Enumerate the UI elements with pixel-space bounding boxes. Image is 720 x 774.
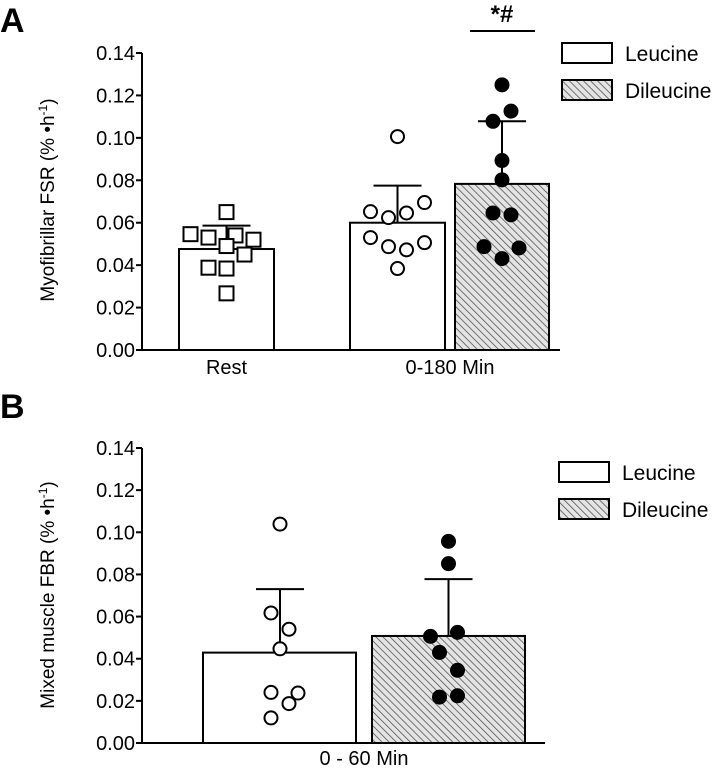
data-point	[263, 605, 279, 621]
data-point	[494, 251, 510, 267]
bar-dileucine	[454, 182, 550, 351]
data-point	[281, 696, 297, 712]
data-point	[485, 205, 501, 221]
y-tick-label: 0.06	[96, 213, 135, 235]
data-point	[182, 226, 199, 243]
y-axis-label-end: )	[38, 98, 59, 104]
data-point	[450, 688, 465, 704]
data-point	[263, 710, 279, 726]
bar-leucine	[202, 651, 357, 745]
data-point	[363, 230, 378, 246]
y-tick-label: 0.00	[96, 733, 135, 755]
data-point	[218, 260, 235, 277]
data-point	[494, 172, 510, 188]
data-point	[390, 261, 405, 277]
panel-a: A Myofibrillar FSR (% •h-1) 0.00 0.02 0.04 0.…	[0, 1, 711, 379]
x-tick-label: Rest	[206, 357, 248, 379]
data-point	[272, 641, 288, 657]
data-point	[218, 285, 235, 302]
bar-dileucine	[371, 634, 526, 745]
panel-b: B Mixed muscle FBR (% •h-1) 0.00 0.02 0.04 0.…	[0, 388, 708, 770]
y-axis-label-text: Mixed muscle FBR (% •h	[38, 498, 59, 708]
data-point	[390, 129, 405, 145]
y-tick-label: 0.02	[96, 691, 135, 713]
panel-label: B	[0, 388, 25, 426]
data-point	[200, 229, 217, 246]
data-point	[503, 207, 519, 223]
data-point	[511, 240, 527, 256]
legend-label: Leucine	[625, 43, 699, 66]
data-point	[417, 195, 432, 211]
y-tick-label: 0.12	[96, 85, 135, 107]
y-axis-label-text: Myofibrillar FSR (% •h	[38, 115, 59, 301]
data-point	[432, 644, 447, 660]
y-axis-label: Myofibrillar FSR (% •h-1)	[36, 98, 59, 301]
data-point	[218, 204, 235, 221]
y-axis-label: Mixed muscle FBR (% •h-1)	[36, 481, 59, 708]
y-tick-label: 0.00	[96, 340, 135, 362]
data-point	[432, 689, 447, 705]
legend-swatch	[561, 42, 613, 64]
y-tick-label: 0.14	[96, 43, 135, 65]
data-point	[494, 153, 510, 169]
data-point	[200, 259, 217, 276]
data-point	[236, 246, 253, 263]
data-point	[450, 624, 465, 640]
data-point	[494, 77, 510, 93]
panel-label: A	[0, 2, 25, 40]
data-point	[476, 239, 492, 255]
x-tick-label: 0-180 Min	[406, 357, 495, 379]
y-tick-label: 0.04	[96, 255, 135, 277]
y-tick-label: 0.04	[96, 649, 135, 671]
data-point	[399, 205, 414, 221]
data-point	[263, 684, 279, 700]
data-point	[272, 516, 288, 532]
y-tick-label: 0.12	[96, 480, 135, 502]
y-tick-label: 0.06	[96, 607, 135, 629]
y-axis-label-end: )	[38, 481, 59, 487]
data-point	[399, 242, 414, 258]
y-axis-label-superscript: -1	[36, 104, 50, 115]
significance-label: *#	[491, 1, 514, 28]
data-point	[423, 628, 438, 644]
y-tick-label: 0.08	[96, 170, 135, 192]
legend-label: Dileucine	[622, 499, 708, 522]
data-point	[485, 113, 501, 129]
data-point	[290, 685, 306, 701]
data-point	[441, 556, 456, 572]
data-point	[218, 238, 235, 255]
data-point	[281, 621, 297, 637]
data-point	[381, 239, 396, 255]
legend-swatch	[558, 498, 610, 520]
x-tick-label: 0 - 60 Min	[320, 748, 409, 769]
data-point	[441, 533, 456, 549]
data-point	[503, 103, 519, 119]
y-tick-label: 0.14	[96, 438, 135, 460]
legend-swatch	[558, 461, 610, 483]
data-point	[245, 231, 262, 248]
data-point	[450, 662, 465, 678]
y-tick-label: 0.10	[96, 522, 135, 544]
legend-label: Dileucine	[625, 80, 711, 103]
data-point	[417, 235, 432, 251]
data-point	[381, 210, 396, 226]
legend-swatch	[561, 79, 613, 101]
y-tick-label: 0.08	[96, 564, 135, 586]
y-axis-label-superscript: -1	[36, 487, 50, 498]
y-tick-label: 0.02	[96, 298, 135, 320]
data-point	[363, 204, 378, 220]
legend-label: Leucine	[622, 462, 696, 485]
y-tick-label: 0.10	[96, 128, 135, 150]
